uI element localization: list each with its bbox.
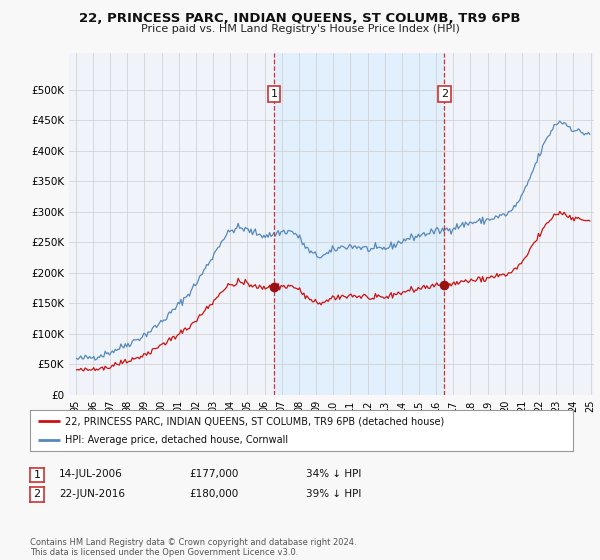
Text: 34% ↓ HPI: 34% ↓ HPI bbox=[306, 469, 361, 479]
Text: £180,000: £180,000 bbox=[189, 489, 238, 499]
Text: Contains HM Land Registry data © Crown copyright and database right 2024.
This d: Contains HM Land Registry data © Crown c… bbox=[30, 538, 356, 557]
Text: Price paid vs. HM Land Registry's House Price Index (HPI): Price paid vs. HM Land Registry's House … bbox=[140, 24, 460, 34]
Text: 14-JUL-2006: 14-JUL-2006 bbox=[59, 469, 122, 479]
Text: 2: 2 bbox=[34, 489, 40, 500]
Text: 22, PRINCESS PARC, INDIAN QUEENS, ST COLUMB, TR9 6PB (detached house): 22, PRINCESS PARC, INDIAN QUEENS, ST COL… bbox=[65, 417, 445, 426]
Text: HPI: Average price, detached house, Cornwall: HPI: Average price, detached house, Corn… bbox=[65, 435, 289, 445]
Text: 1: 1 bbox=[271, 89, 277, 99]
Text: 22-JUN-2016: 22-JUN-2016 bbox=[59, 489, 125, 499]
Bar bbox=[274, 53, 444, 395]
Text: £177,000: £177,000 bbox=[189, 469, 238, 479]
Text: 1: 1 bbox=[34, 470, 40, 480]
Text: 39% ↓ HPI: 39% ↓ HPI bbox=[306, 489, 361, 499]
Text: 22, PRINCESS PARC, INDIAN QUEENS, ST COLUMB, TR9 6PB: 22, PRINCESS PARC, INDIAN QUEENS, ST COL… bbox=[79, 12, 521, 25]
Text: 2: 2 bbox=[440, 89, 448, 99]
